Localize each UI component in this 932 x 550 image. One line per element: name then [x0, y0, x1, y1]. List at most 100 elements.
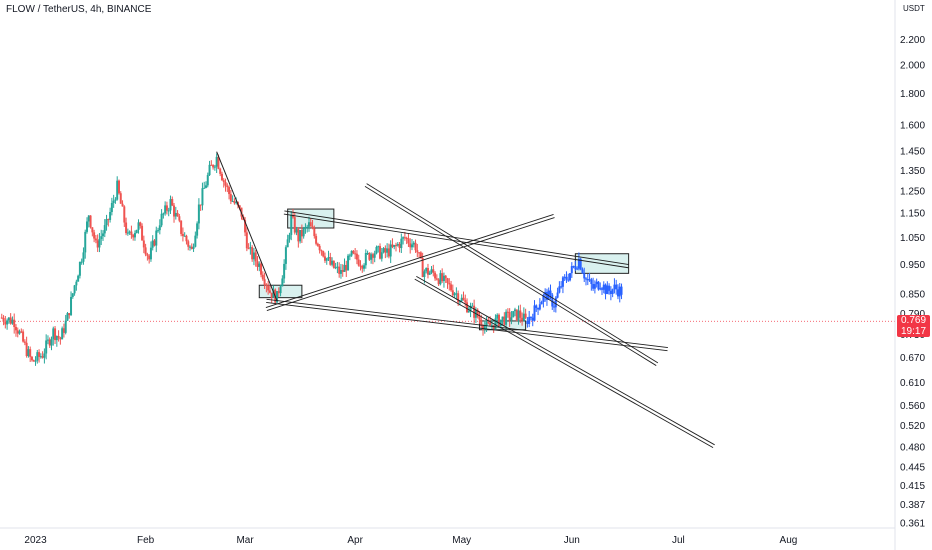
- candle: [101, 233, 104, 237]
- projection-candle: [538, 304, 541, 310]
- projection-candle: [602, 284, 605, 290]
- candle: [352, 250, 355, 254]
- candle: [343, 264, 346, 272]
- candle: [322, 251, 325, 257]
- candle: [451, 290, 454, 296]
- candle: [494, 318, 497, 330]
- bar-countdown: 19:17: [900, 326, 927, 338]
- trend-line[interactable]: [266, 298, 668, 348]
- projection-candle: [565, 276, 568, 280]
- candle: [226, 185, 229, 188]
- candle: [299, 229, 302, 242]
- trend-line[interactable]: [266, 302, 668, 352]
- candle: [130, 231, 133, 235]
- candle: [219, 168, 222, 174]
- trend-line[interactable]: [364, 186, 657, 366]
- candle: [283, 263, 286, 279]
- candle: [190, 246, 193, 249]
- trend-line[interactable]: [216, 151, 278, 302]
- trend-line[interactable]: [284, 210, 629, 266]
- candle: [350, 250, 353, 256]
- candle: [325, 258, 328, 261]
- candle: [453, 293, 456, 296]
- candle: [476, 309, 479, 317]
- time-tick-label: May: [452, 535, 471, 546]
- candle: [288, 234, 291, 240]
- candle: [398, 243, 401, 249]
- candle: [355, 253, 358, 260]
- candle: [153, 240, 156, 246]
- candle: [403, 237, 406, 239]
- projection-candle: [537, 307, 540, 310]
- candle: [506, 311, 509, 313]
- candle: [155, 230, 158, 246]
- plot-area[interactable]: [0, 151, 895, 448]
- candle: [320, 250, 323, 252]
- candle: [0, 317, 3, 319]
- candle: [180, 220, 183, 234]
- price-tick-label: 0.560: [900, 401, 925, 412]
- price-tick-label: 0.361: [900, 519, 925, 530]
- candle: [183, 235, 186, 237]
- candle: [348, 255, 351, 257]
- candle: [430, 269, 433, 273]
- candle: [377, 246, 380, 248]
- candle: [142, 240, 145, 248]
- candle: [419, 252, 422, 259]
- candle: [91, 227, 94, 233]
- candle: [173, 205, 176, 217]
- candle: [338, 266, 341, 274]
- candle: [46, 339, 49, 341]
- time-axis[interactable]: 2023 Feb Mar Apr May Jun Jul Aug: [0, 527, 895, 546]
- candle: [414, 242, 417, 251]
- trend-line[interactable]: [414, 278, 714, 448]
- candle: [38, 352, 41, 357]
- trend-line[interactable]: [366, 183, 659, 364]
- symbol-legend[interactable]: FLOW / TetherUS, 4h, BINANCE: [6, 4, 152, 15]
- candle: [323, 256, 326, 261]
- candle: [29, 349, 32, 357]
- price-tick-label: 0.445: [900, 463, 925, 474]
- time-tick-label: Mar: [236, 535, 254, 546]
- candle: [455, 293, 458, 295]
- price-axis[interactable]: 2.200 2.000 1.800 1.600 1.450 1.350 1.250 1.150…: [894, 0, 925, 550]
- candle: [307, 222, 310, 227]
- candle: [158, 225, 161, 231]
- last-price-tag: 0.769 19:17: [897, 315, 930, 338]
- candle: [441, 273, 444, 282]
- trend-line[interactable]: [283, 213, 629, 269]
- candle: [339, 269, 342, 274]
- candle: [286, 239, 289, 248]
- candle: [347, 255, 350, 271]
- candle: [112, 200, 115, 204]
- candle: [229, 194, 232, 202]
- candle: [244, 220, 247, 233]
- candle: [121, 203, 124, 207]
- candle: [7, 317, 10, 321]
- time-tick-label: Feb: [137, 535, 155, 546]
- projection-candle: [609, 290, 612, 294]
- candle: [267, 285, 270, 291]
- trend-line[interactable]: [265, 214, 554, 308]
- candle: [489, 322, 492, 326]
- projection-candle: [600, 288, 603, 290]
- candle: [277, 291, 280, 294]
- candle: [27, 349, 30, 357]
- time-tick-label: Jul: [672, 535, 685, 546]
- candle: [116, 180, 119, 200]
- trend-line[interactable]: [266, 217, 555, 312]
- candle: [187, 241, 190, 247]
- candle: [235, 202, 238, 204]
- candle: [466, 302, 469, 313]
- projection-candle: [542, 295, 545, 303]
- projection-candle: [583, 273, 586, 279]
- trend-line[interactable]: [416, 275, 715, 446]
- price-tick-label: 1.450: [900, 147, 925, 158]
- candle: [222, 180, 225, 183]
- candle: [524, 313, 527, 318]
- candle: [368, 252, 371, 260]
- candle: [43, 353, 46, 358]
- projection-candle: [606, 285, 609, 295]
- candle: [6, 320, 9, 325]
